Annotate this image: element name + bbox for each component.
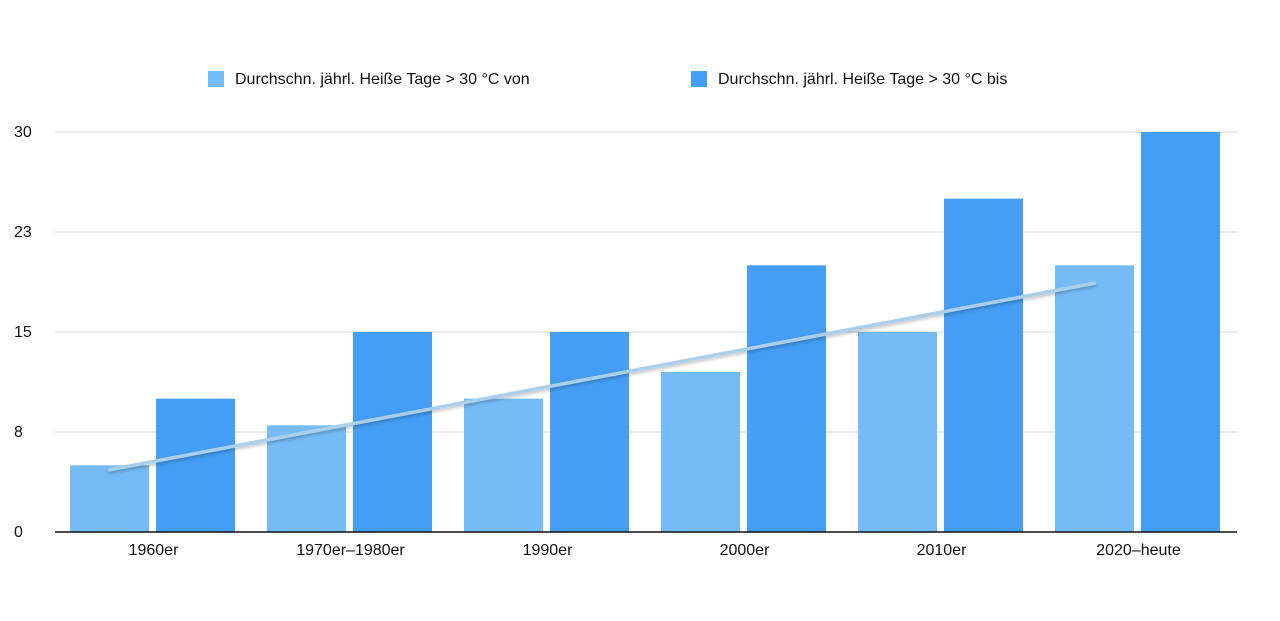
y-tick-label: 23: [14, 224, 32, 241]
x-tick-label: 1970er–1980er: [296, 542, 405, 559]
legend-label: Durchschn. jährl. Heiße Tage > 30 °C bis: [718, 71, 1007, 88]
y-tick-label: 15: [14, 324, 32, 341]
bar: [944, 198, 1023, 532]
bar: [156, 398, 235, 532]
bars: [70, 132, 1220, 532]
x-tick-label: 2020–heute: [1096, 542, 1181, 559]
legend-swatch: [691, 71, 707, 87]
bar: [267, 425, 346, 532]
bar: [858, 332, 937, 532]
overlay: 1960er 1970er–1980er 1990er 2000er 2010er 202…: [55, 71, 1237, 559]
bar: [1055, 265, 1134, 532]
bar: [1141, 132, 1220, 532]
bar: [70, 465, 149, 532]
bar: [550, 332, 629, 532]
bar: [464, 398, 543, 532]
x-tick-label: 2000er: [720, 542, 770, 559]
legend-label: Durchschn. jährl. Heiße Tage > 30 °C von: [235, 71, 530, 88]
bar: [747, 265, 826, 532]
bar: [661, 372, 740, 532]
legend-swatch: [208, 71, 224, 87]
x-tick-label: 1990er: [523, 542, 573, 559]
y-tick-label: 30: [14, 124, 32, 141]
bar: [353, 332, 432, 532]
trendline: [107, 281, 1097, 472]
y-tick-label: 0: [14, 524, 23, 541]
y-tick-label: 8: [14, 424, 23, 441]
x-tick-label: 2010er: [917, 542, 967, 559]
x-tick-label: 1960er: [129, 542, 179, 559]
